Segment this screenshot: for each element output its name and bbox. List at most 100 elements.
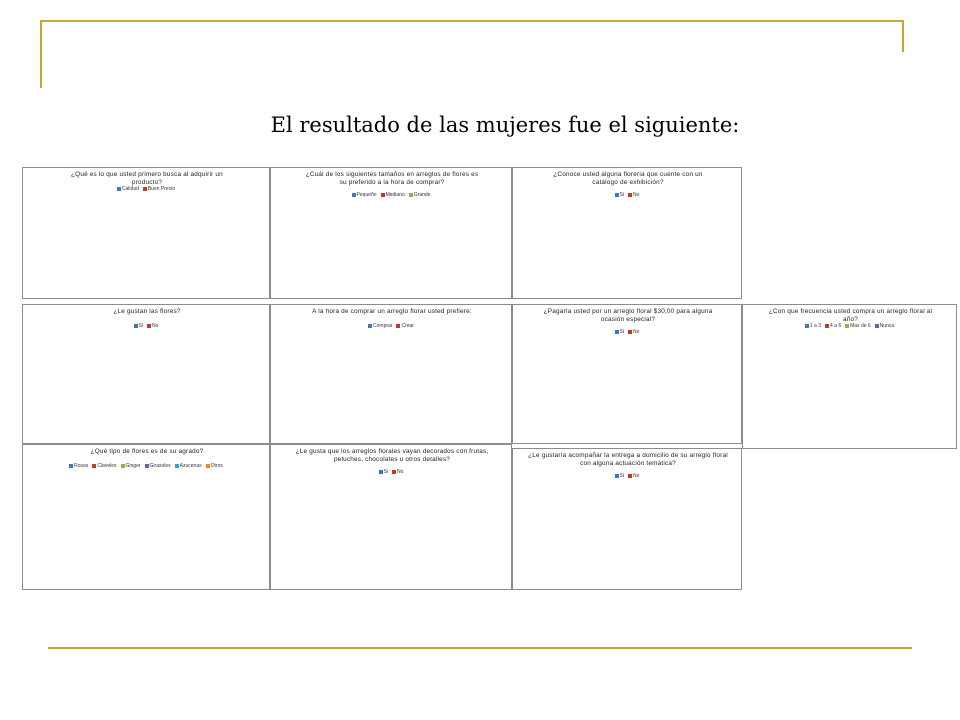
legend-item: No <box>628 192 639 198</box>
legend-item: Ginger <box>120 463 141 469</box>
chart-title: ¿Le gustaría acompañar la entrega a domi… <box>528 452 728 467</box>
legend-label: Si <box>619 473 625 479</box>
chart-panel: ¿Le gusta que los arreglos florales vaya… <box>270 444 512 590</box>
legend-item: Si <box>614 192 625 198</box>
chart-legend: 1 a 3 4 a 6 Mas de 6 Nunca <box>743 323 956 329</box>
legend-label: Rosas <box>74 463 89 469</box>
left-accent-line <box>40 20 42 88</box>
legend-item: Pequeño <box>351 192 377 198</box>
legend-label: Pequeño <box>356 192 377 198</box>
legend-swatch <box>396 323 401 328</box>
chart-title: A la hora de comprar un arreglo florar u… <box>312 308 472 315</box>
legend-label: Si <box>619 192 625 198</box>
legend-item: No <box>147 323 158 329</box>
legend-swatch <box>845 323 850 328</box>
legend-swatch <box>69 463 74 468</box>
legend-item: 4 a 6 <box>824 323 841 329</box>
legend-swatch <box>804 323 809 328</box>
legend-swatch <box>628 329 633 334</box>
legend-label: No <box>397 469 404 475</box>
pie-chart: 8%54%38% <box>271 168 512 299</box>
legend-label: No <box>633 329 640 335</box>
pie-chart: 54%24%8%6% <box>743 305 957 449</box>
legend-swatch <box>147 323 152 328</box>
legend-swatch <box>120 463 125 468</box>
pie-chart: 52%16%4%16%8%4% <box>23 445 270 590</box>
chart-panel: ¿Le gustan las flores? Si No96%4% <box>22 304 270 444</box>
pie-chart: 71%29% <box>513 168 742 299</box>
chart-title: ¿Le gusta que los arreglos florales vaya… <box>295 448 489 463</box>
legend-label: Mediano <box>385 192 405 198</box>
legend-item: Crear <box>396 323 414 329</box>
legend-swatch <box>368 323 373 328</box>
legend-label: Mas de 6 <box>850 323 871 329</box>
legend-swatch <box>351 192 356 197</box>
legend-label: Buen Precio <box>147 186 176 192</box>
chart-panel: ¿Cuál de los siguientes tamaños en arreg… <box>270 167 512 299</box>
legend-swatch <box>205 463 210 468</box>
legend-swatch <box>380 192 385 197</box>
legend-label: Crear <box>401 323 414 329</box>
legend-item: No <box>392 469 403 475</box>
legend-label: Comprar <box>373 323 393 329</box>
right-accent-line <box>902 20 904 52</box>
chart-legend: Calidad Buen Precio <box>23 186 269 192</box>
legend-item: Nunca <box>874 323 894 329</box>
legend-swatch <box>392 469 397 474</box>
pie-chart: 92%8% <box>271 445 512 590</box>
legend-label: Calidad <box>121 186 139 192</box>
legend-label: Azucenas <box>179 463 202 469</box>
bottom-accent-line <box>48 647 912 649</box>
legend-item: Azucenas <box>174 463 202 469</box>
legend-swatch <box>133 323 138 328</box>
legend-item: Mediano <box>380 192 405 198</box>
legend-label: Si <box>619 329 625 335</box>
pie-chart: 96%4% <box>23 305 270 444</box>
chart-panel: ¿Qué es lo que usted primero busca al ad… <box>22 167 270 299</box>
chart-legend: Rosas Claveles Ginger Girasoles Azucenas Otro… <box>23 463 269 469</box>
pie-chart: 85%15% <box>513 449 742 590</box>
legend-swatch <box>408 192 413 197</box>
legend-label: Claveles <box>97 463 117 469</box>
legend-swatch <box>824 323 829 328</box>
legend-item: Otros <box>205 463 223 469</box>
legend-label: Grande <box>413 192 431 198</box>
chart-title: ¿Conoce usted alguna floreria que cuente… <box>553 171 703 186</box>
chart-title: ¿Le gustan las flores? <box>113 308 181 315</box>
chart-panel: ¿Qué tipo de flores es de su agrado? Rosa… <box>22 444 270 590</box>
legend-item: Comprar <box>368 323 392 329</box>
chart-legend: Pequeño Mediano Grande <box>271 192 511 198</box>
chart-legend: Si No <box>513 473 741 479</box>
legend-item: Si <box>614 473 625 479</box>
chart-legend: Si No <box>513 192 741 198</box>
legend-item: No <box>628 329 639 335</box>
chart-legend: Si No <box>23 323 269 329</box>
pie-chart: 77%23% <box>513 305 742 444</box>
legend-label: 1 a 3 <box>809 323 821 329</box>
legend-label: No <box>633 192 640 198</box>
legend-item: Mas de 6 <box>845 323 871 329</box>
chart-legend: Comprar Crear <box>271 323 511 329</box>
legend-label: Girasoles <box>149 463 171 469</box>
chart-panel: ¿Pagaría usted por un arreglo floral $30… <box>512 304 742 444</box>
legend-swatch <box>378 469 383 474</box>
chart-title: ¿Qué es lo que usted primero busca al ad… <box>71 171 223 186</box>
pie-chart: 48%52% <box>271 305 512 444</box>
legend-swatch <box>628 192 633 197</box>
legend-label: Otros <box>210 463 223 469</box>
legend-item: No <box>628 473 639 479</box>
pie-chart: 84%16% <box>23 168 270 299</box>
legend-swatch <box>614 192 619 197</box>
chart-panel: ¿Conoce usted alguna floreria que cuente… <box>512 167 742 299</box>
legend-item: 1 a 3 <box>804 323 821 329</box>
legend-item: Rosas <box>69 463 88 469</box>
legend-swatch <box>614 329 619 334</box>
legend-label: Si <box>138 323 144 329</box>
legend-label: No <box>633 473 640 479</box>
legend-swatch <box>174 463 179 468</box>
chart-panel: A la hora de comprar un arreglo florar u… <box>270 304 512 444</box>
legend-swatch <box>628 473 633 478</box>
chart-legend: Si No <box>271 469 511 475</box>
legend-item: Claveles <box>92 463 117 469</box>
legend-swatch <box>614 473 619 478</box>
